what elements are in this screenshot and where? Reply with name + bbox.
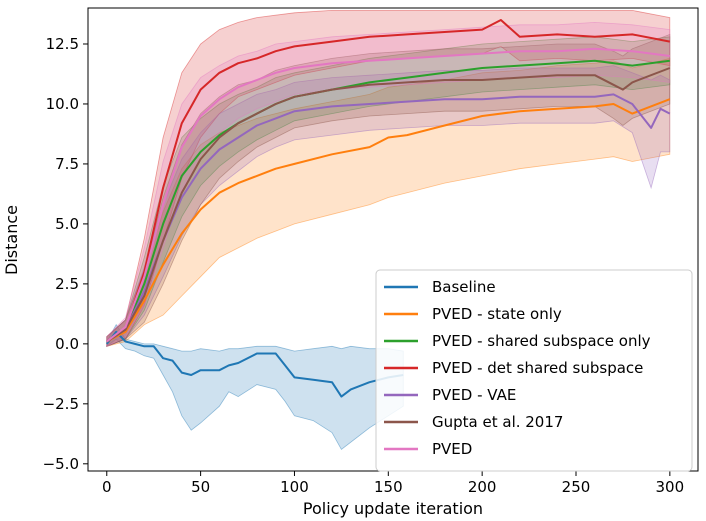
band-pved-det-shared-subspace [106,9,671,347]
legend-label-baseline: Baseline [432,278,496,296]
y-tick-label: 10.0 [46,95,79,113]
line-baseline [106,330,404,398]
line-pved-state-only [106,98,671,343]
series-lines [106,19,671,398]
legend-label-pved-vae: PVED - VAE [432,386,516,404]
y-tick-label: −5.0 [43,455,79,473]
line-pved [106,47,670,343]
legend-label-pved: PVED [432,440,472,458]
y-axis-label: Distance [2,205,21,275]
x-tick-label: 100 [280,478,309,496]
y-tick-label: 0.0 [55,335,79,353]
legend-box [375,269,693,472]
y-tick-label: 7.5 [55,155,79,173]
x-tick-label: 50 [191,478,210,496]
x-axis-label: Policy update iteration [303,499,483,518]
y-tick-label: 2.5 [55,275,79,293]
band-pved [106,21,671,347]
y-tick-label: 12.5 [46,35,79,53]
x-tick-label: 250 [562,478,591,496]
x-tick-label: 200 [468,478,497,496]
y-tick-label: 5.0 [55,215,79,233]
line-gupta-et-al-2017 [106,67,671,343]
line-pved-det-shared-subspace [106,19,670,343]
line-pved-vae [106,93,671,343]
y-axis-ticks: −5.0 −2.5 0.0 2.5 5.0 7.5 10.0 12.5 [43,35,88,473]
x-tick-label: 0 [102,478,112,496]
legend-label-pved-det-shared-subspace: PVED - det shared subspace [432,359,643,377]
legend-label-pved-shared-subspace-only: PVED - shared subspace only [432,332,651,350]
band-pved-shared-subspace-only [106,36,671,347]
legend-label-gupta-et-al-2017: Gupta et al. 2017 [432,413,563,431]
x-tick-label: 150 [374,478,403,496]
legend: Baseline PVED - state only PVED - shared s… [375,269,693,472]
band-pved-vae [106,65,671,347]
y-tick-label: −2.5 [43,395,79,413]
x-tick-label: 300 [656,478,685,496]
legend-label-pved-state-only: PVED - state only [432,305,562,323]
x-axis-ticks: 0 50 100 150 200 250 300 [102,471,684,496]
